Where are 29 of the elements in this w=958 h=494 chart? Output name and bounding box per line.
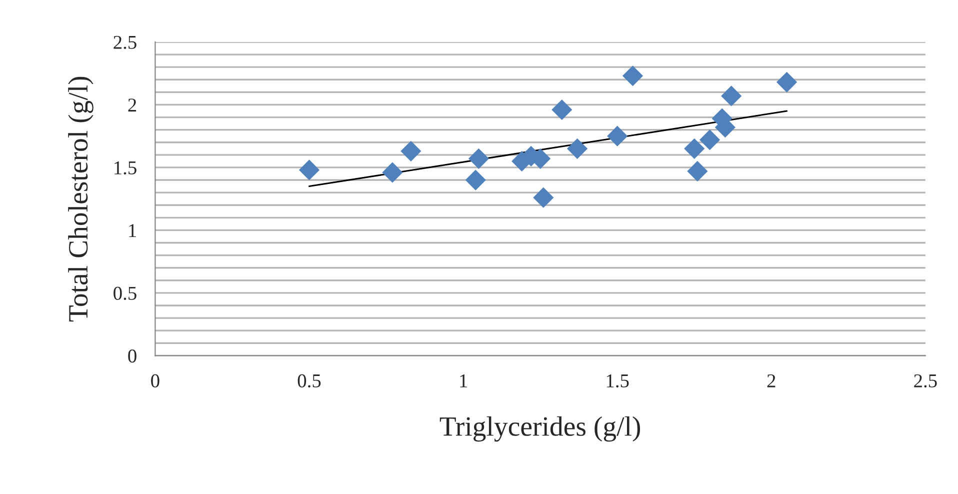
x-tick-label: 2 (767, 374, 776, 388)
point (607, 126, 628, 146)
point (400, 140, 422, 162)
x-tick-label: 1 (460, 374, 467, 388)
x-tick-label: 1.5 (606, 374, 629, 388)
x-tick-label: 2.5 (914, 374, 937, 388)
point (776, 72, 798, 92)
y-tick-label: 2.5 (114, 36, 136, 50)
point (298, 160, 320, 180)
point (687, 160, 708, 182)
point (468, 148, 489, 169)
x-tick-label: 0.5 (298, 374, 321, 388)
point (622, 66, 644, 86)
y-tick-label: 1 (129, 224, 136, 237)
y-tick-label: 0.5 (114, 286, 136, 300)
x-axis-title: Triglycerides (g/l) (440, 416, 640, 442)
point (533, 187, 554, 208)
x-tick-label: 0 (151, 374, 160, 388)
point (721, 86, 742, 106)
point (684, 138, 705, 159)
y-tick-label: 2 (128, 98, 136, 112)
point (699, 130, 720, 150)
point (465, 170, 486, 190)
y-tick-label: 1.5 (114, 161, 136, 174)
y-tick-label: 0 (128, 349, 136, 363)
point (552, 99, 572, 120)
point (382, 162, 403, 183)
y-axis-title: Total Cholesterol (g/l) (68, 76, 94, 322)
point (566, 138, 588, 159)
